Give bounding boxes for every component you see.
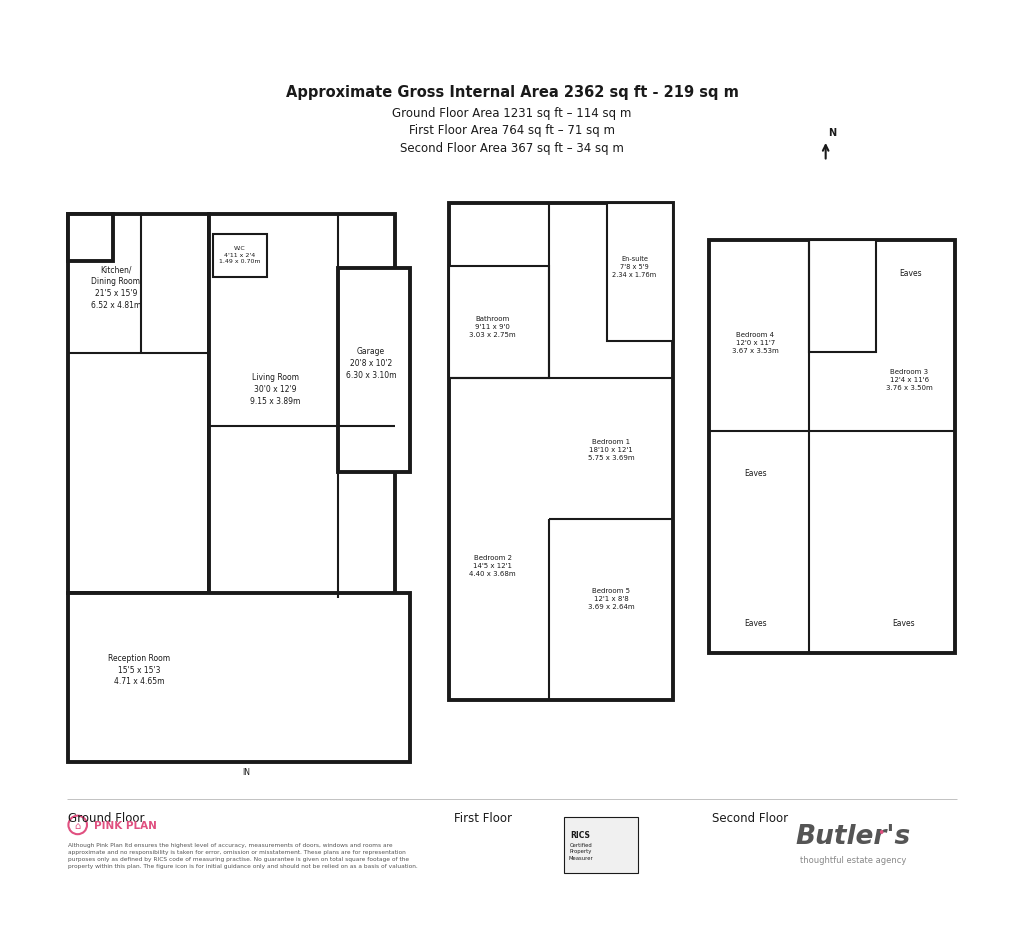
Text: Bedroom 1
18'10 x 12'1
5.75 x 3.69m: Bedroom 1 18'10 x 12'1 5.75 x 3.69m (588, 438, 635, 461)
Text: Bedroom 4
12'0 x 11'7
3.67 x 3.53m: Bedroom 4 12'0 x 11'7 3.67 x 3.53m (732, 332, 778, 354)
Text: Second Floor: Second Floor (712, 811, 787, 824)
Bar (210, 215, 395, 598)
Text: Although Pink Plan ltd ensures the highest level of accuracy, measurements of do: Although Pink Plan ltd ensures the highe… (69, 842, 418, 868)
Text: Eaves: Eaves (743, 468, 766, 477)
Text: IN: IN (243, 768, 251, 777)
Text: Butler's: Butler's (796, 823, 911, 849)
Bar (709, 241, 954, 654)
Text: Certified
Property
Measurer: Certified Property Measurer (568, 842, 593, 860)
Text: RICS: RICS (570, 830, 591, 839)
Text: Eaves: Eaves (743, 618, 766, 628)
Text: Kitchen/
Dining Room
21'5 x 15'9
6.52 x 4.81m: Kitchen/ Dining Room 21'5 x 15'9 6.52 x … (90, 265, 141, 310)
Text: PINK PLAN: PINK PLAN (94, 820, 158, 830)
Text: Bedroom 3
12'4 x 11'6
3.76 x 3.50m: Bedroom 3 12'4 x 11'6 3.76 x 3.50m (886, 369, 933, 391)
Bar (213, 235, 267, 278)
Bar (69, 593, 410, 762)
Bar (449, 267, 549, 378)
Text: Eaves: Eaves (892, 618, 914, 628)
Text: Living Room
30'0 x 12'9
9.15 x 3.89m: Living Room 30'0 x 12'9 9.15 x 3.89m (250, 373, 301, 406)
Text: Approximate Gross Internal Area 2362 sq ft - 219 sq m: Approximate Gross Internal Area 2362 sq … (286, 85, 738, 100)
Text: Eaves: Eaves (900, 269, 923, 278)
Text: Garage
20'8 x 10'2
6.30 x 3.10m: Garage 20'8 x 10'2 6.30 x 3.10m (346, 347, 396, 380)
Bar (69, 215, 113, 261)
Text: Ground Floor Area 1231 sq ft – 114 sq m: Ground Floor Area 1231 sq ft – 114 sq m (392, 107, 632, 120)
Bar (69, 215, 210, 593)
Text: Bathroom
9'11 x 9'0
3.03 x 2.75m: Bathroom 9'11 x 9'0 3.03 x 2.75m (469, 315, 516, 337)
Text: First Floor Area 764 sq ft – 71 sq m: First Floor Area 764 sq ft – 71 sq m (409, 124, 615, 137)
Text: thoughtful estate agency: thoughtful estate agency (801, 855, 906, 864)
Bar (564, 818, 638, 873)
Text: Ground Floor: Ground Floor (69, 811, 145, 824)
Text: Bedroom 2
14'5 x 12'1
4.40 x 3.68m: Bedroom 2 14'5 x 12'1 4.40 x 3.68m (469, 554, 516, 577)
Text: ⌂: ⌂ (75, 820, 81, 830)
Text: First Floor: First Floor (455, 811, 512, 824)
Text: Bedroom 5
12'1 x 8'8
3.69 x 2.64m: Bedroom 5 12'1 x 8'8 3.69 x 2.64m (588, 587, 635, 609)
Bar (338, 269, 410, 473)
Text: En-suite
7'8 x 5'9
2.34 x 1.76m: En-suite 7'8 x 5'9 2.34 x 1.76m (612, 256, 656, 278)
Text: W.C
4'11 x 2'4
1.49 x 0.70m: W.C 4'11 x 2'4 1.49 x 0.70m (219, 246, 261, 264)
Text: •: • (877, 826, 884, 839)
Bar (606, 204, 674, 341)
Text: Reception Room
15'5 x 15'3
4.71 x 4.65m: Reception Room 15'5 x 15'3 4.71 x 4.65m (108, 653, 170, 686)
Bar (809, 241, 876, 352)
Bar (449, 204, 674, 700)
Text: Second Floor Area 367 sq ft – 34 sq m: Second Floor Area 367 sq ft – 34 sq m (400, 142, 624, 155)
Text: N: N (828, 128, 837, 138)
